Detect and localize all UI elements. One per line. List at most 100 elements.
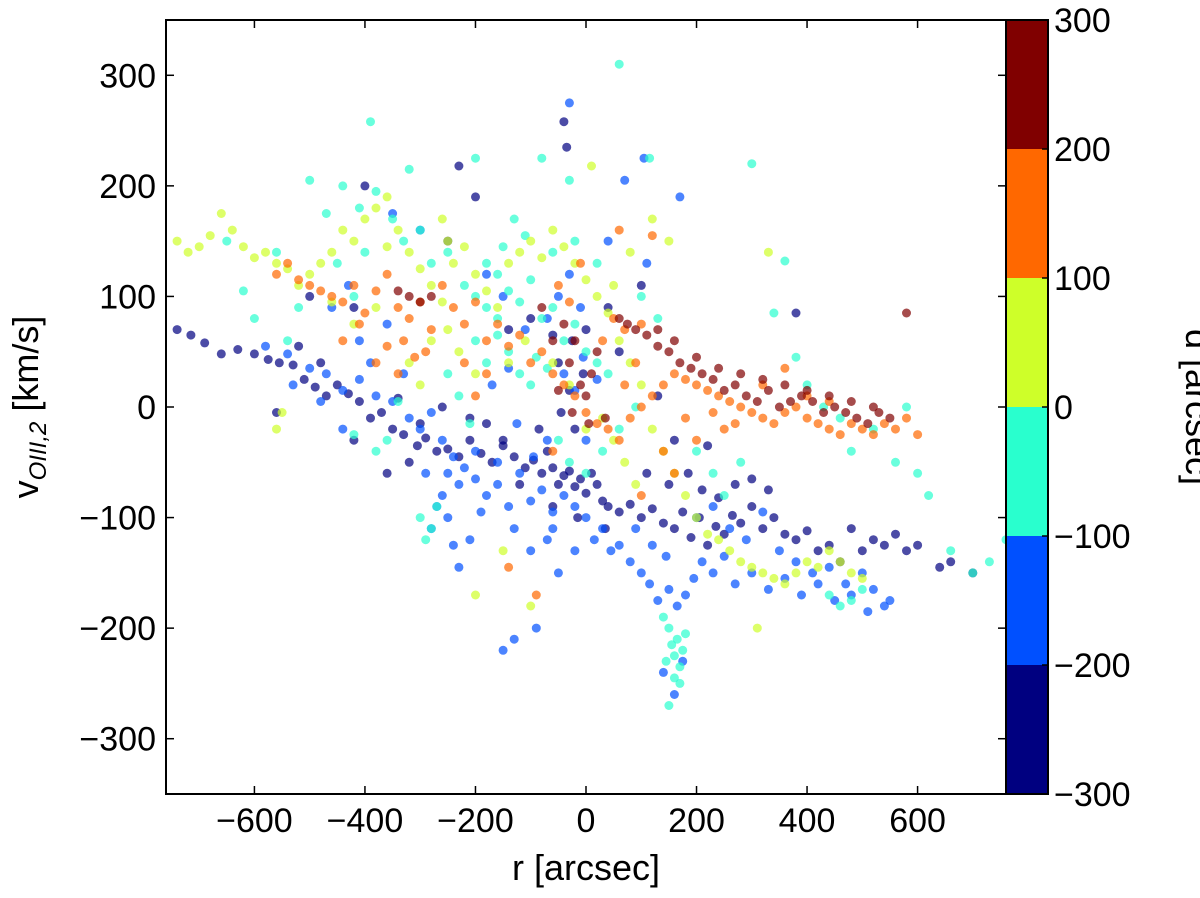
data-point — [747, 502, 757, 511]
data-point — [636, 280, 646, 290]
data-point — [531, 590, 541, 600]
data-point — [542, 535, 552, 545]
data-point — [592, 374, 602, 384]
data-point — [421, 468, 431, 478]
data-point — [708, 502, 718, 511]
data-point — [835, 557, 845, 567]
data-point — [548, 507, 558, 517]
colorbar-segment — [1006, 665, 1048, 794]
data-point — [780, 256, 790, 266]
data-point — [498, 435, 508, 445]
data-point — [681, 629, 690, 639]
data-point — [653, 325, 663, 335]
data-point — [741, 535, 751, 545]
data-point — [769, 419, 779, 429]
x-tick-label: 0 — [577, 802, 596, 840]
colorbar-segment — [1006, 20, 1048, 149]
data-point — [570, 319, 580, 329]
data-point — [194, 242, 204, 252]
data-point — [283, 349, 293, 359]
data-point — [664, 701, 674, 710]
data-point — [863, 607, 873, 617]
data-point — [598, 336, 608, 346]
data-point — [412, 441, 422, 451]
data-point — [515, 468, 525, 478]
data-point — [377, 408, 386, 417]
data-point — [556, 408, 566, 417]
colorbar-title: d [arcsec] — [1178, 329, 1200, 485]
data-point — [437, 491, 447, 500]
data-point — [388, 424, 398, 434]
data-point — [482, 419, 491, 429]
data-point — [404, 247, 414, 257]
data-point — [493, 319, 503, 329]
data-point — [509, 524, 519, 534]
data-point — [614, 424, 624, 434]
x-tick-label: −200 — [437, 802, 514, 840]
data-point — [725, 524, 735, 534]
data-point — [645, 579, 655, 589]
data-point — [769, 513, 779, 523]
colorbar-tick-label: −300 — [1054, 776, 1131, 814]
data-point — [305, 269, 315, 279]
data-point — [399, 236, 409, 246]
data-point — [791, 308, 801, 318]
data-point — [548, 463, 558, 473]
data-point — [813, 579, 823, 589]
data-point — [708, 568, 718, 578]
data-point — [647, 540, 657, 550]
data-point — [548, 369, 558, 379]
data-point — [415, 380, 425, 390]
data-point — [758, 524, 768, 534]
data-point — [526, 358, 536, 368]
data-point — [354, 336, 364, 346]
data-point — [338, 336, 348, 346]
data-point — [813, 562, 823, 572]
data-point — [592, 291, 602, 301]
data-point — [548, 225, 558, 235]
data-point — [553, 385, 563, 395]
data-point — [404, 314, 414, 323]
data-point — [316, 358, 326, 368]
data-point — [802, 557, 812, 567]
data-point — [559, 491, 569, 500]
data-point — [537, 253, 547, 263]
data-point — [647, 424, 657, 434]
data-point — [548, 446, 558, 456]
data-point — [553, 479, 563, 489]
data-point — [584, 419, 594, 429]
data-point — [841, 579, 851, 589]
data-point — [681, 374, 690, 384]
data-point — [349, 291, 359, 301]
data-point — [587, 369, 596, 379]
data-point — [366, 413, 375, 423]
data-point — [697, 369, 707, 379]
data-point — [360, 181, 370, 191]
data-point — [487, 380, 497, 390]
data-point — [426, 325, 436, 335]
y-tick-label: 200 — [99, 168, 156, 206]
data-point — [537, 314, 547, 323]
data-point — [332, 258, 342, 268]
colorbar-segment — [1006, 536, 1048, 665]
data-point — [371, 446, 381, 456]
data-point — [272, 269, 281, 279]
data-point — [570, 336, 580, 346]
data-point — [578, 369, 588, 379]
data-point — [625, 499, 635, 509]
data-point — [600, 413, 610, 423]
data-point — [824, 424, 834, 434]
data-point — [537, 485, 547, 495]
data-point — [752, 397, 762, 406]
colorbar-segment — [1006, 407, 1048, 536]
data-point — [493, 269, 503, 279]
data-point — [763, 385, 773, 395]
y-tick-label: 100 — [99, 278, 156, 316]
data-point — [758, 413, 768, 423]
data-point — [730, 380, 740, 390]
y-axis: −300 −200 −100 0 100 200 300 — [79, 57, 1006, 759]
data-point — [609, 280, 619, 290]
data-point — [222, 236, 232, 246]
data-point — [711, 521, 721, 531]
data-point — [631, 325, 641, 335]
